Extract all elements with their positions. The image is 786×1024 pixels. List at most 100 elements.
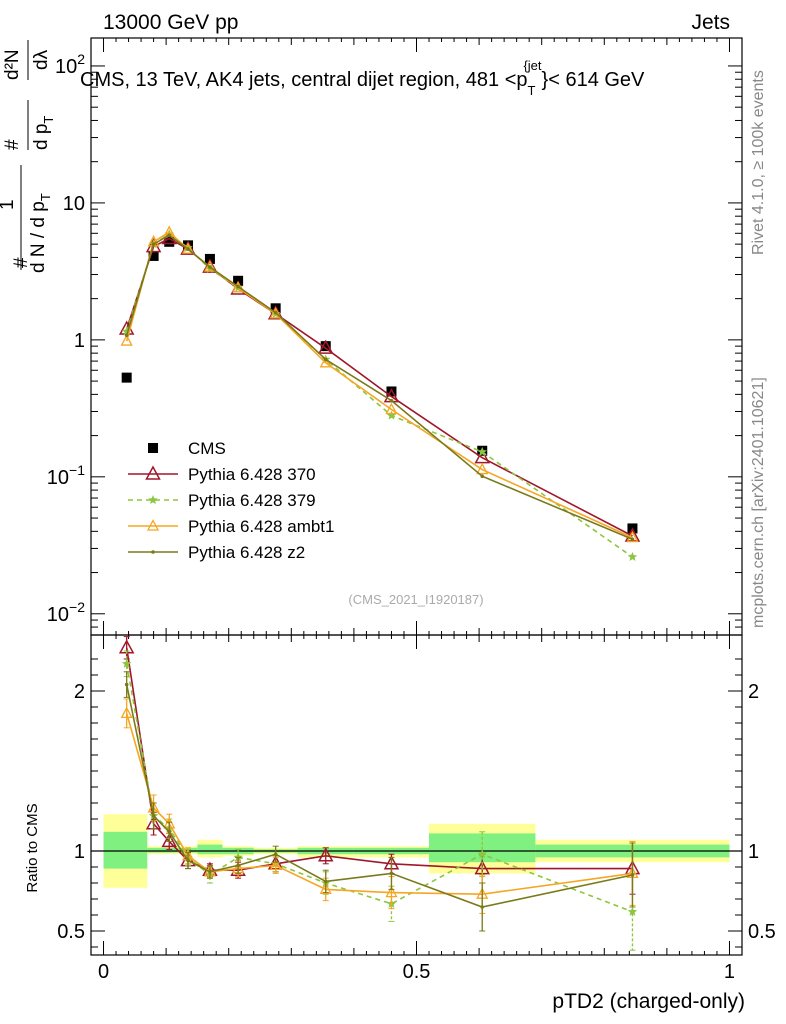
ratio-point-p379-9 (477, 849, 487, 859)
ratio-band-inner-2 (162, 847, 179, 853)
analysis-tag: (CMS_2021_I1920187) (348, 592, 483, 607)
ylabel-num3: d²N (2, 49, 23, 80)
point-z2-10 (630, 537, 635, 542)
ratio-point-z2-3 (186, 858, 190, 863)
point-ambt1-3 (181, 242, 195, 254)
point-z2-0 (124, 333, 129, 338)
main-ytick-exp-4: 2 (77, 51, 85, 67)
ratio-ytick-label-left-0: 0.5 (57, 921, 85, 943)
ratio-point-z2-1 (151, 814, 156, 818)
series-cms (121, 236, 638, 534)
point-ambt1-0 (120, 334, 133, 346)
point-z2-3 (186, 247, 190, 251)
legend-label-ambt1: Pythia 6.428 ambt1 (188, 517, 334, 536)
legend-item-p370: Pythia 6.428 370 (128, 465, 316, 484)
rivet-version-label: Rivet 4.1.0, ≥ 100k events (750, 70, 767, 255)
series-p379 (121, 229, 638, 561)
header-left: 13000 GeV pp (103, 11, 238, 34)
legend-item-z2: Pythia 6.428 z2 (128, 543, 305, 562)
ratio-axes: 0 0.5 1 0.5 0.5 1 1 2 2 (57, 634, 776, 983)
legend-label-cms: CMS (188, 439, 226, 458)
point-ambt1-10 (626, 530, 639, 543)
xlabel: pTD2 (charged-only) (552, 990, 745, 1013)
point-ambt1-7 (319, 355, 332, 368)
point-p370-3 (180, 240, 196, 255)
legend-item-ambt1: Pythia 6.428 ambt1 (128, 517, 334, 536)
legend-marker-ambt1 (146, 519, 160, 531)
ratio-ytick-label-left-2: 2 (74, 681, 85, 703)
ratio-point-z2-7 (323, 879, 328, 884)
ratio-point-p379-0 (121, 658, 132, 668)
point-p379-8 (386, 410, 397, 420)
main-series (118, 225, 641, 561)
ratio-ytick-label-right-0: 0.5 (748, 921, 776, 943)
ratio-point-z2-6 (273, 852, 278, 856)
main-ytick-base-2: 1 (74, 330, 85, 352)
ratio-series-z2 (123, 671, 636, 932)
plot-title: CMS, 13 TeV, AK4 jets, central dijet reg… (80, 58, 645, 98)
legend-item-p379: Pythia 6.428 379 (128, 491, 316, 510)
ylabel-den1-sub: T (38, 193, 53, 201)
point-p379-9 (477, 446, 487, 456)
point-cms-0 (121, 372, 132, 383)
ylabel-den2-text: d p (31, 124, 52, 150)
main-ytick-base-0: 10 (47, 604, 69, 626)
ratio-band-inner-4 (197, 844, 223, 855)
ylabel-den2: d pT (31, 116, 56, 150)
xtick-label-2: 1 (724, 961, 735, 983)
plot-title-sup: {jet (523, 58, 541, 73)
legend-label-p370: Pythia 6.428 370 (188, 465, 316, 484)
ratio-point-ambt1-8 (385, 885, 398, 898)
main-ytick-exp-0: −2 (69, 599, 85, 615)
ratio-band-inner-1 (147, 847, 163, 853)
legend-item-cms: CMS (148, 439, 226, 458)
plot-title-main: CMS, 13 TeV, AK4 jets, central dijet reg… (80, 69, 528, 91)
ratio-point-z2-0 (124, 682, 129, 687)
legend-label-z2: Pythia 6.428 z2 (188, 543, 305, 562)
main-ylabel: # d N / d pT 1 # d pT d²N dλ (0, 40, 56, 273)
point-z2-2 (167, 233, 172, 238)
ratio-band-inner-0 (103, 831, 148, 869)
xtick-label-0: 0 (98, 961, 109, 983)
ratio-point-p370-2 (161, 832, 178, 848)
point-p370-4 (202, 258, 218, 273)
point-z2-8 (389, 398, 394, 403)
ratio-line-p370 (125, 647, 633, 872)
ratio-point-z2-4 (208, 870, 212, 874)
main-ytick-label-0: 10−2 (47, 599, 85, 626)
ylabel-den1-text: d N / d p (28, 201, 49, 273)
point-z2-9 (480, 474, 485, 479)
point-p379-0 (121, 326, 132, 336)
mcplots-label: mcplots.cern.ch [arXiv:2401.10621] (750, 377, 767, 628)
point-p370-7 (317, 339, 334, 354)
point-cms-8 (386, 386, 397, 397)
point-ambt1-6 (269, 306, 282, 319)
xtick-label-1: 0.5 (403, 961, 431, 983)
main-ytick-base-1: 10 (47, 467, 69, 489)
point-ambt1-5 (232, 280, 245, 293)
ratio-frame (90, 634, 743, 956)
ylabel-den3: dλ (31, 49, 52, 70)
point-z2-4 (208, 265, 212, 269)
legend-marker-p379 (148, 495, 158, 505)
point-cms-1 (148, 250, 159, 261)
ratio-point-z2-8 (389, 871, 394, 876)
point-ambt1-8 (385, 402, 398, 415)
header-right: Jets (691, 11, 730, 34)
ratio-point-p370-7 (317, 847, 334, 862)
ratio-point-z2-10 (630, 873, 635, 877)
ratio-series-ambt1 (120, 698, 639, 914)
point-p379-10 (627, 551, 638, 561)
main-ytick-label-4: 102 (55, 51, 85, 78)
legend-marker-p370 (145, 465, 161, 480)
ylabel-one: 1 (0, 199, 18, 210)
legend: CMS Pythia 6.428 370 Pythia 6.428 379 Pythi… (128, 439, 334, 562)
ratio-point-z2-5 (236, 863, 240, 868)
legend-marker-z2 (151, 550, 155, 554)
main-ytick-base-4: 10 (55, 56, 77, 78)
point-ambt1-4 (203, 260, 217, 272)
ratio-series (118, 636, 641, 951)
ratio-series-p379 (121, 650, 638, 951)
